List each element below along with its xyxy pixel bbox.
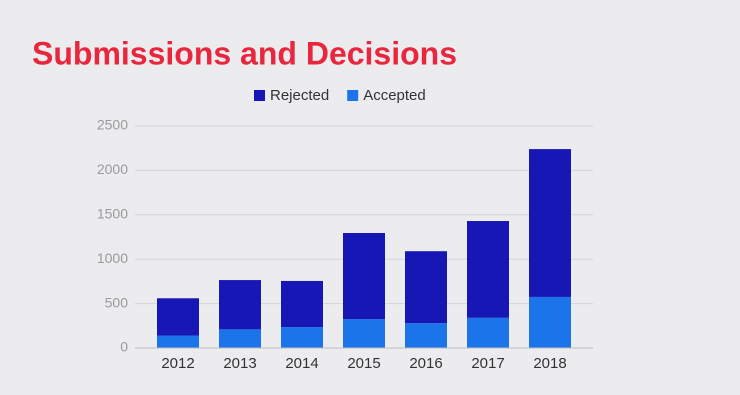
- bar: [467, 317, 509, 348]
- bar: [219, 280, 261, 330]
- x-tick-label: 2014: [285, 355, 318, 372]
- bar: [281, 327, 323, 348]
- bar: [281, 280, 323, 328]
- bar: [467, 221, 509, 318]
- legend-swatch: [254, 90, 265, 101]
- x-tick-label: 2018: [533, 355, 566, 372]
- bar: [529, 296, 571, 348]
- y-tick-label: 1500: [97, 206, 128, 222]
- x-tick-label: 2016: [409, 355, 442, 372]
- y-tick-label: 500: [105, 294, 129, 310]
- x-tick-label: 2015: [347, 355, 380, 372]
- legend-swatch: [347, 90, 359, 101]
- bar: [157, 335, 199, 348]
- bar: [343, 319, 385, 348]
- bar: [343, 233, 385, 320]
- y-tick-label: 2000: [97, 161, 128, 177]
- x-tick-label: 2013: [223, 355, 256, 372]
- bar: [405, 323, 447, 348]
- legend-label: Rejected: [270, 87, 329, 104]
- bar: [405, 251, 447, 324]
- bar: [157, 298, 199, 336]
- x-tick-label: 2017: [471, 355, 504, 372]
- x-tick-label: 2012: [161, 355, 194, 372]
- y-tick-label: 0: [120, 339, 128, 355]
- y-tick-label: 1000: [97, 250, 128, 266]
- bar: [219, 329, 261, 348]
- bar: [529, 149, 571, 297]
- y-tick-label: 2500: [97, 117, 128, 133]
- chart-title: Submissions and Decisions: [32, 35, 457, 71]
- legend-label: Accepted: [363, 87, 426, 104]
